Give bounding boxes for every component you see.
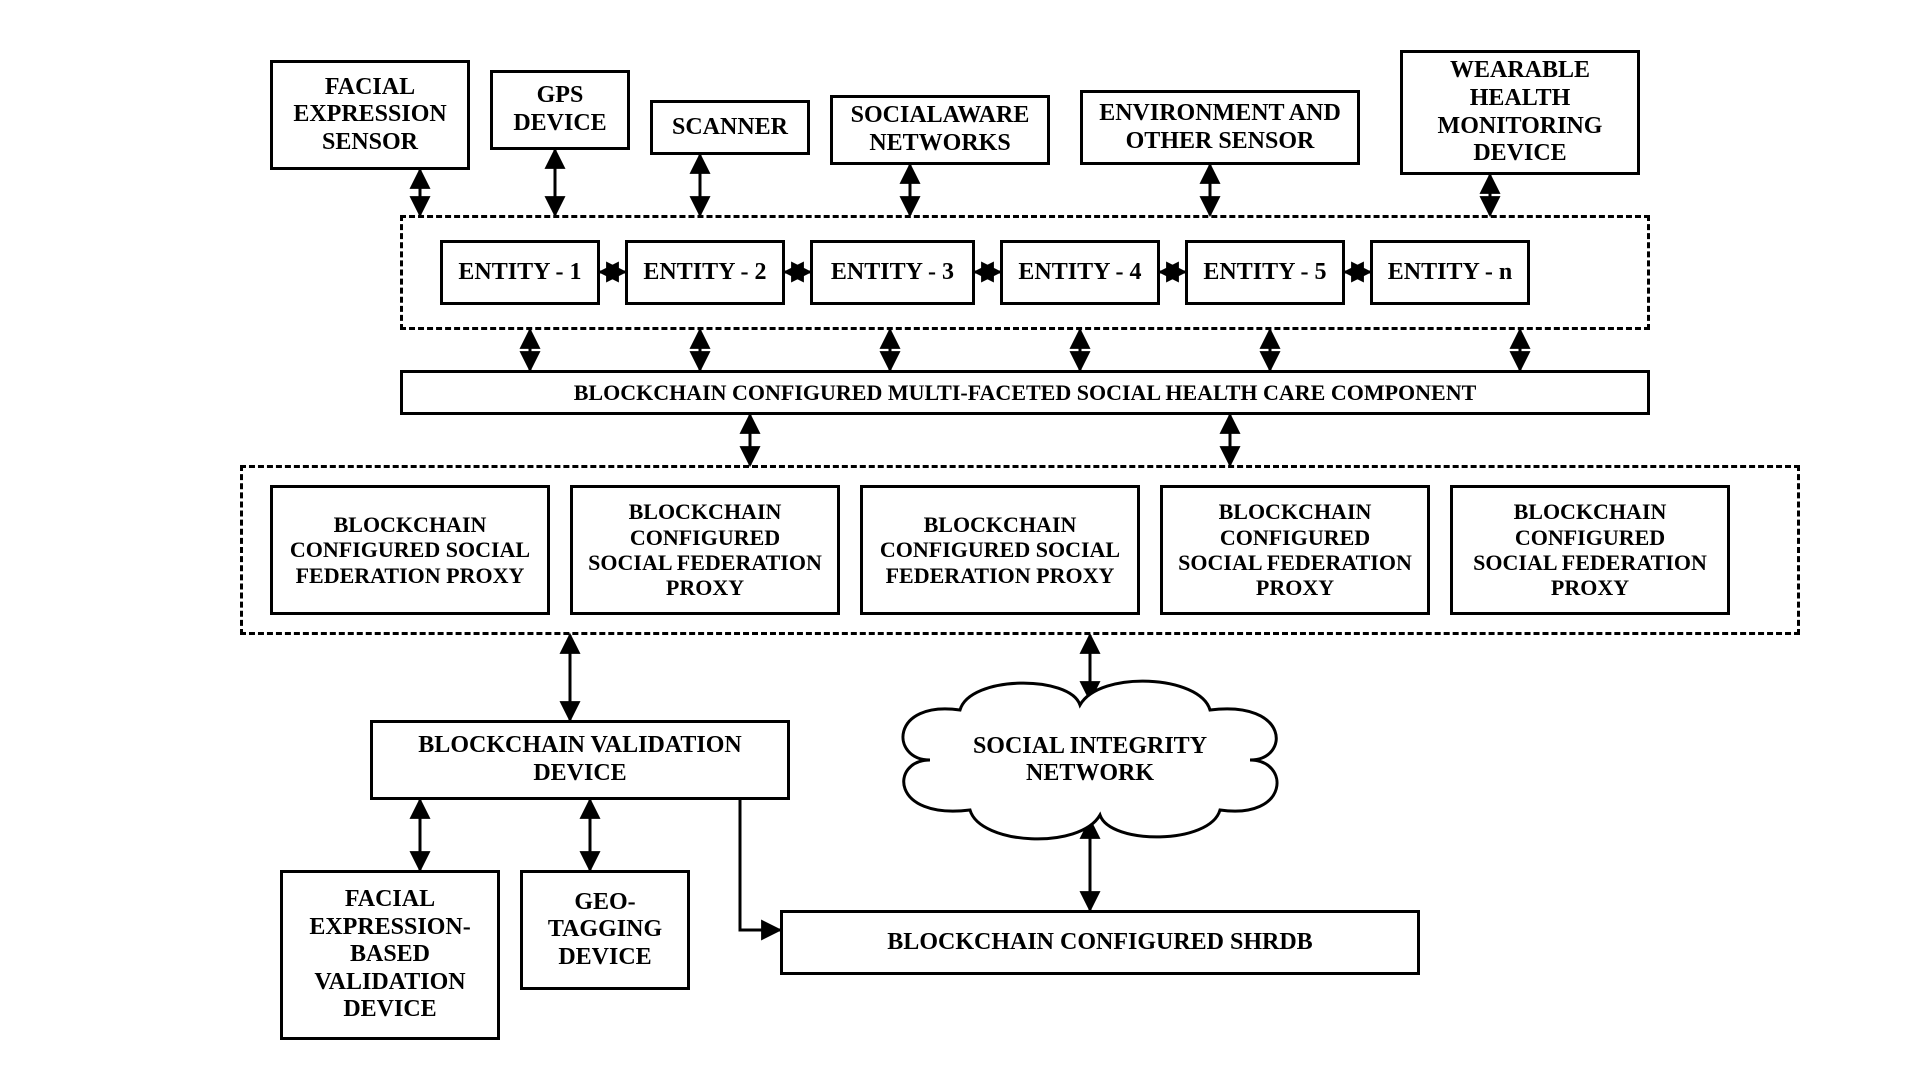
validation-box: BLOCKCHAIN VALIDATIONDEVICE [370,720,790,800]
env-sensor-label: ENVIRONMENT ANDOTHER SENSOR [1099,100,1341,155]
entity-5-label: ENTITY - 5 [1203,259,1326,287]
fed-2-box: BLOCKCHAINCONFIGUREDSOCIAL FEDERATIONPRO… [570,485,840,615]
entity-1-box: ENTITY - 1 [440,240,600,305]
gps-box: GPSDEVICE [490,70,630,150]
env-sensor-box: ENVIRONMENT ANDOTHER SENSOR [1080,90,1360,165]
multifaceted-box: BLOCKCHAIN CONFIGURED MULTI-FACETED SOCI… [400,370,1650,415]
shrdb-box: BLOCKCHAIN CONFIGURED SHRDB [780,910,1420,975]
multifaceted-label: BLOCKCHAIN CONFIGURED MULTI-FACETED SOCI… [574,380,1477,405]
fed-3-label: BLOCKCHAINCONFIGURED SOCIALFEDERATION PR… [880,512,1120,588]
socialaware-label: SOCIALAWARENETWORKS [851,102,1030,157]
entity-1-label: ENTITY - 1 [458,259,581,287]
gps-label: GPSDEVICE [513,82,606,137]
entity-2-box: ENTITY - 2 [625,240,785,305]
fed-1-box: BLOCKCHAINCONFIGURED SOCIALFEDERATION PR… [270,485,550,615]
entity-5-box: ENTITY - 5 [1185,240,1345,305]
fed-5-box: BLOCKCHAINCONFIGUREDSOCIAL FEDERATIONPRO… [1450,485,1730,615]
facial-sensor-label: FACIALEXPRESSIONSENSOR [293,74,446,157]
fed-1-label: BLOCKCHAINCONFIGURED SOCIALFEDERATION PR… [290,512,530,588]
validation-label: BLOCKCHAIN VALIDATIONDEVICE [418,732,741,787]
scanner-box: SCANNER [650,100,810,155]
fed-4-box: BLOCKCHAINCONFIGUREDSOCIAL FEDERATIONPRO… [1160,485,1430,615]
entity-3-box: ENTITY - 3 [810,240,975,305]
fed-3-box: BLOCKCHAINCONFIGURED SOCIALFEDERATION PR… [860,485,1140,615]
scanner-label: SCANNER [672,114,788,142]
entity-2-label: ENTITY - 2 [643,259,766,287]
social-integrity-network-cloud: SOCIAL INTEGRITYNETWORK [900,690,1280,830]
entity-n-label: ENTITY - n [1388,259,1512,287]
socialaware-box: SOCIALAWARENETWORKS [830,95,1050,165]
entity-3-label: ENTITY - 3 [831,259,954,287]
facial-val-label: FACIALEXPRESSION-BASEDVALIDATIONDEVICE [309,886,470,1024]
connector-val-shrdb [740,800,780,930]
wearable-box: WEARABLEHEALTHMONITORINGDEVICE [1400,50,1640,175]
fed-5-label: BLOCKCHAINCONFIGUREDSOCIAL FEDERATIONPRO… [1473,499,1707,600]
facial-val-box: FACIALEXPRESSION-BASEDVALIDATIONDEVICE [280,870,500,1040]
entity-4-box: ENTITY - 4 [1000,240,1160,305]
entity-4-label: ENTITY - 4 [1018,259,1141,287]
geo-label: GEO-TAGGINGDEVICE [548,889,662,972]
entity-n-box: ENTITY - n [1370,240,1530,305]
cloud-label: SOCIAL INTEGRITYNETWORK [973,733,1207,787]
facial-sensor-box: FACIALEXPRESSIONSENSOR [270,60,470,170]
wearable-label: WEARABLEHEALTHMONITORINGDEVICE [1438,57,1603,167]
geo-box: GEO-TAGGINGDEVICE [520,870,690,990]
fed-2-label: BLOCKCHAINCONFIGUREDSOCIAL FEDERATIONPRO… [588,499,822,600]
fed-4-label: BLOCKCHAINCONFIGUREDSOCIAL FEDERATIONPRO… [1178,499,1412,600]
shrdb-label: BLOCKCHAIN CONFIGURED SHRDB [887,929,1312,957]
